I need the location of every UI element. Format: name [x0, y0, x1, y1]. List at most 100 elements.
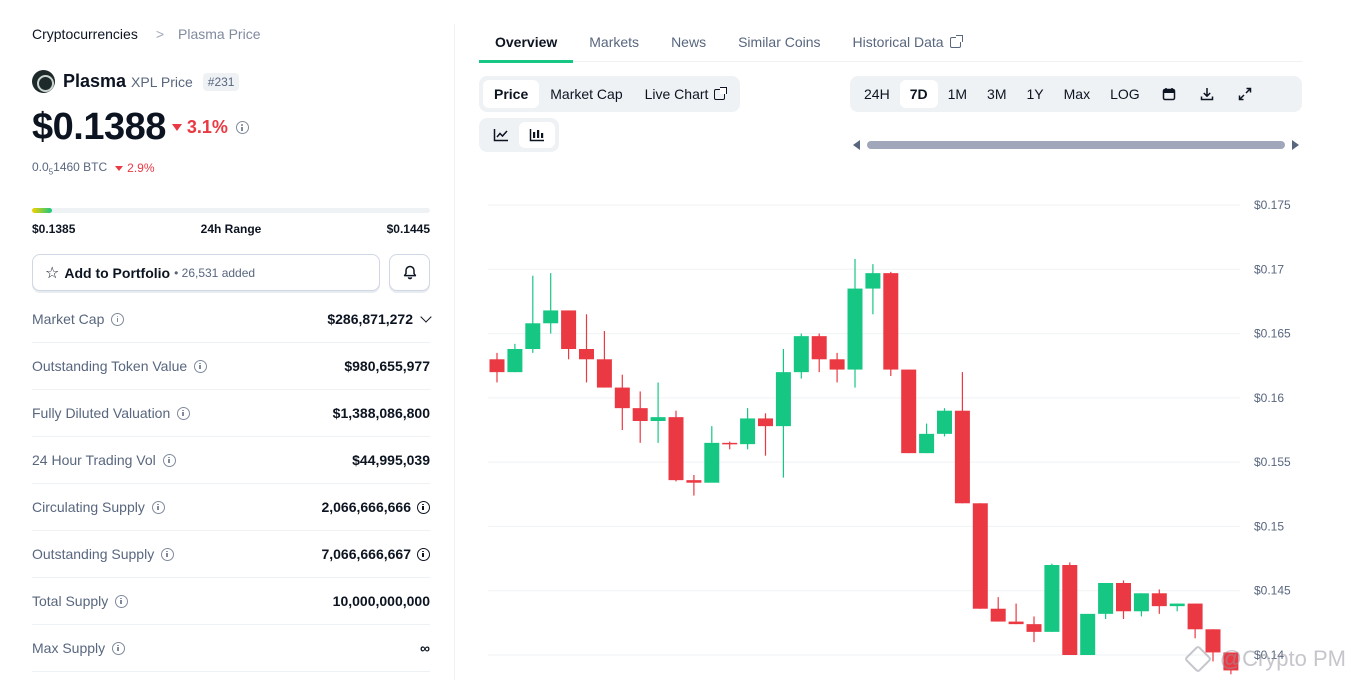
candle[interactable]: [990, 597, 1006, 622]
candle-body: [686, 480, 702, 483]
candle[interactable]: [650, 382, 666, 443]
candle[interactable]: [847, 259, 863, 388]
coin-header: Plasma XPL Price #231: [32, 70, 240, 93]
info-icon[interactable]: [111, 312, 125, 326]
candle[interactable]: [525, 275, 541, 353]
candle[interactable]: [507, 343, 523, 373]
candle[interactable]: [954, 372, 970, 504]
candlestick-chart-button[interactable]: [519, 122, 555, 148]
chart-type-live-chart[interactable]: Live Chart: [634, 80, 737, 108]
candle[interactable]: [1026, 616, 1042, 643]
info-icon[interactable]: [417, 547, 430, 561]
candle[interactable]: [758, 413, 773, 456]
candle[interactable]: [579, 314, 594, 383]
stat-value: $980,655,977: [344, 358, 430, 374]
candle[interactable]: [668, 410, 684, 482]
candle[interactable]: [1080, 613, 1096, 655]
add-to-portfolio-button[interactable]: ☆ Add to Portfolio • 26,531 added: [32, 254, 380, 291]
candle[interactable]: [1098, 583, 1114, 619]
candle[interactable]: [596, 331, 612, 388]
range-1y[interactable]: 1Y: [1026, 86, 1044, 102]
candle[interactable]: [722, 441, 738, 450]
candle[interactable]: [1205, 629, 1221, 662]
tab-markets[interactable]: Markets: [589, 34, 640, 50]
candle[interactable]: [1169, 603, 1185, 612]
range-7d[interactable]: 7D: [899, 80, 938, 108]
tab-news[interactable]: News: [671, 34, 707, 50]
stat-label-text: Market Cap: [32, 311, 105, 327]
candle[interactable]: [901, 369, 917, 454]
candle[interactable]: [1044, 563, 1060, 632]
log-scale-toggle[interactable]: LOG: [1110, 86, 1140, 102]
chart-type-market-cap[interactable]: Market Cap: [550, 86, 623, 102]
candle[interactable]: [811, 333, 827, 373]
candle-body: [793, 336, 809, 373]
chart-type-price[interactable]: Price: [483, 80, 540, 108]
tab-historical-data[interactable]: Historical Data: [837, 22, 977, 62]
candle[interactable]: [1008, 603, 1024, 625]
candle[interactable]: [829, 352, 845, 383]
scrollbar-thumb[interactable]: [867, 141, 1285, 149]
date-picker-button[interactable]: [1150, 80, 1188, 108]
candle[interactable]: [614, 374, 630, 430]
candle[interactable]: [543, 273, 559, 334]
info-icon[interactable]: [151, 500, 165, 514]
candle[interactable]: [740, 408, 756, 450]
candle[interactable]: [632, 391, 648, 443]
candle[interactable]: [1133, 593, 1149, 617]
info-icon[interactable]: [112, 641, 126, 655]
candle[interactable]: [1151, 589, 1167, 614]
btc-price-prefix: 0.0: [32, 160, 49, 174]
candle[interactable]: [704, 426, 720, 483]
breadcrumb-cryptocurrencies[interactable]: Cryptocurrencies: [32, 26, 138, 42]
fullscreen-button[interactable]: [1226, 80, 1264, 108]
price-candlestick-chart[interactable]: $0.175 $0.17 $0.165 $0.16 $0.155 $0.15 $0.145 $…: [480, 190, 1310, 680]
scroll-left-icon[interactable]: [853, 140, 860, 150]
chart-navigator-scrollbar[interactable]: [853, 138, 1299, 150]
candle[interactable]: [937, 408, 952, 437]
range-1m[interactable]: 1M: [947, 86, 968, 102]
candle[interactable]: [489, 352, 505, 383]
stat-value: ∞: [420, 640, 430, 656]
y-tick-label: $0.155: [1254, 455, 1291, 469]
range-24h[interactable]: 24H: [864, 86, 890, 102]
info-icon[interactable]: [235, 121, 249, 134]
info-icon[interactable]: [177, 406, 191, 420]
candle-body: [775, 372, 791, 427]
line-chart-button[interactable]: [483, 122, 519, 148]
range-max[interactable]: Max: [1063, 86, 1091, 102]
info-icon[interactable]: [194, 359, 208, 373]
candle-body: [758, 418, 773, 427]
candle[interactable]: [883, 271, 899, 376]
calendar-icon: [1162, 88, 1175, 101]
candle[interactable]: [865, 264, 881, 315]
candle[interactable]: [919, 423, 935, 454]
price-alert-button[interactable]: [389, 254, 430, 291]
tab-overview[interactable]: Overview: [479, 22, 574, 63]
candle-body: [954, 410, 970, 504]
candle-body: [1187, 603, 1203, 630]
candle[interactable]: [686, 475, 702, 496]
candle[interactable]: [561, 310, 577, 360]
candle[interactable]: [1116, 580, 1131, 619]
scroll-right-icon[interactable]: [1292, 140, 1299, 150]
info-icon[interactable]: [115, 594, 129, 608]
range-3m[interactable]: 3M: [987, 86, 1007, 102]
info-icon[interactable]: [162, 453, 176, 467]
market-cap-dropdown[interactable]: $286,871,272: [327, 311, 432, 327]
candle[interactable]: [972, 503, 988, 609]
candle[interactable]: [1187, 603, 1203, 639]
candle[interactable]: [793, 333, 809, 379]
candle[interactable]: [775, 349, 791, 478]
tab-similar-coins[interactable]: Similar Coins: [738, 34, 821, 50]
candle[interactable]: [1062, 562, 1078, 655]
download-button[interactable]: [1188, 80, 1226, 108]
info-icon[interactable]: [417, 500, 430, 514]
btc-change: 2.9%: [115, 161, 155, 175]
info-icon[interactable]: [161, 547, 175, 561]
line-chart-icon: [493, 129, 508, 142]
candle-body: [901, 369, 917, 454]
y-tick-label: $0.16: [1254, 391, 1284, 405]
candle[interactable]: [1223, 652, 1239, 675]
stat-24h-trading-vol: 24 Hour Trading Vol $44,995,039: [32, 437, 430, 484]
